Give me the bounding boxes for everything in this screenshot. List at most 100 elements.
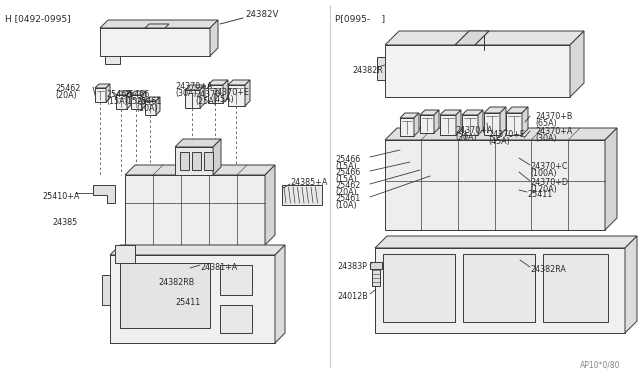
Text: 24370+C: 24370+C [530, 162, 568, 171]
Text: (15A): (15A) [124, 97, 146, 106]
Polygon shape [145, 24, 169, 28]
Text: 24385: 24385 [52, 218, 77, 227]
Text: 24370+A: 24370+A [455, 126, 492, 135]
Polygon shape [208, 80, 228, 85]
Text: (15A): (15A) [335, 175, 356, 184]
Polygon shape [420, 115, 434, 133]
Polygon shape [120, 263, 210, 328]
Text: 24382RA: 24382RA [530, 265, 566, 274]
Text: 25466: 25466 [335, 168, 360, 177]
Polygon shape [385, 31, 584, 45]
Text: 25466: 25466 [335, 155, 360, 164]
Polygon shape [625, 236, 637, 333]
Polygon shape [456, 110, 461, 135]
Polygon shape [228, 80, 250, 85]
Text: (15A): (15A) [335, 162, 356, 171]
Polygon shape [145, 101, 156, 115]
Polygon shape [414, 113, 419, 136]
Polygon shape [192, 152, 201, 170]
Polygon shape [213, 139, 221, 175]
Polygon shape [245, 80, 250, 106]
Polygon shape [93, 185, 115, 203]
Polygon shape [434, 110, 439, 133]
Polygon shape [116, 91, 131, 95]
Polygon shape [375, 236, 637, 248]
Text: 25461: 25461 [136, 97, 161, 106]
Polygon shape [377, 57, 385, 80]
Polygon shape [105, 56, 120, 64]
Text: (10A): (10A) [136, 104, 157, 113]
Polygon shape [110, 255, 275, 343]
Text: 25462: 25462 [55, 84, 81, 93]
Polygon shape [462, 115, 478, 135]
Polygon shape [180, 152, 189, 170]
Polygon shape [500, 107, 506, 135]
Text: 24382RB: 24382RB [158, 278, 195, 287]
Text: 24382R: 24382R [352, 66, 383, 75]
Polygon shape [265, 165, 275, 245]
Text: 24370+A: 24370+A [535, 127, 572, 136]
Text: 24385+A: 24385+A [290, 178, 328, 187]
Polygon shape [110, 245, 285, 255]
Polygon shape [400, 113, 419, 118]
Polygon shape [282, 185, 322, 205]
Polygon shape [131, 91, 146, 95]
Text: 24370+E: 24370+E [212, 88, 249, 97]
Polygon shape [220, 265, 252, 295]
Polygon shape [175, 139, 221, 147]
Polygon shape [478, 110, 483, 135]
Text: 24370+E: 24370+E [488, 130, 525, 139]
Text: AP10*0/80: AP10*0/80 [579, 360, 620, 369]
Polygon shape [372, 262, 380, 286]
Text: 25410+A: 25410+A [42, 192, 79, 201]
Text: (120A): (120A) [530, 185, 557, 194]
Polygon shape [275, 245, 285, 343]
Polygon shape [204, 152, 213, 170]
Text: P[0995-    ]: P[0995- ] [335, 14, 385, 23]
Polygon shape [484, 113, 500, 135]
Polygon shape [400, 118, 414, 136]
Polygon shape [223, 80, 228, 103]
Polygon shape [115, 245, 135, 263]
Polygon shape [116, 95, 127, 109]
Polygon shape [127, 91, 131, 109]
Polygon shape [185, 85, 205, 90]
Polygon shape [385, 45, 570, 97]
Text: (45A): (45A) [212, 95, 234, 104]
Text: 24370+D: 24370+D [530, 178, 568, 187]
Polygon shape [185, 90, 200, 108]
Text: (65A): (65A) [535, 119, 557, 128]
Polygon shape [220, 305, 252, 333]
Polygon shape [106, 84, 110, 102]
Text: 24370+A: 24370+A [175, 82, 212, 91]
Text: (30A): (30A) [455, 133, 477, 142]
Polygon shape [440, 110, 461, 115]
Text: (15A): (15A) [106, 97, 128, 106]
Polygon shape [95, 84, 110, 88]
Polygon shape [200, 85, 205, 108]
Polygon shape [102, 275, 110, 305]
Text: (20A): (20A) [55, 91, 77, 100]
Text: 24381+A: 24381+A [200, 263, 237, 272]
Polygon shape [543, 254, 608, 322]
Text: 25461: 25461 [335, 194, 360, 203]
Polygon shape [210, 20, 218, 56]
Polygon shape [440, 115, 456, 135]
Text: 24383P: 24383P [337, 262, 367, 271]
Text: (100A): (100A) [530, 169, 557, 178]
Polygon shape [383, 254, 455, 322]
Polygon shape [385, 128, 617, 140]
Polygon shape [605, 128, 617, 230]
Polygon shape [370, 262, 382, 269]
Polygon shape [455, 31, 489, 45]
Polygon shape [100, 28, 210, 56]
Text: (10A): (10A) [335, 201, 356, 210]
Polygon shape [175, 147, 213, 175]
Text: (20A): (20A) [335, 188, 356, 197]
Text: 25411: 25411 [527, 190, 552, 199]
Text: 24012B: 24012B [337, 292, 368, 301]
Polygon shape [420, 110, 439, 115]
Polygon shape [208, 85, 223, 103]
Text: 24370: 24370 [195, 90, 220, 99]
Text: (30A): (30A) [535, 134, 557, 143]
